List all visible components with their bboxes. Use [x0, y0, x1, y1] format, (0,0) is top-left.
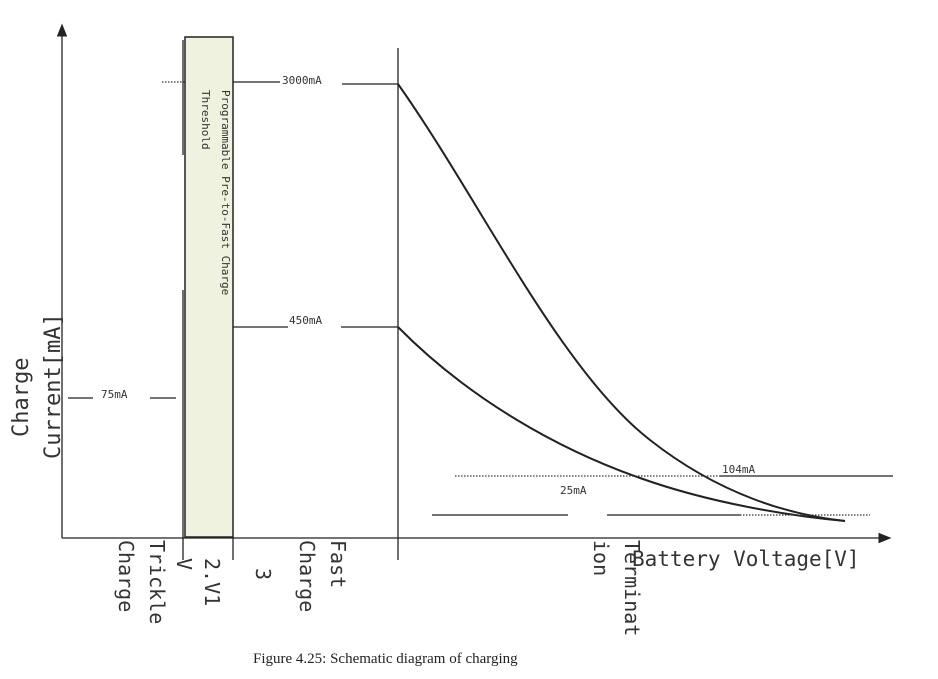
trickle-line1: Trickle — [145, 540, 169, 624]
band-label-group: Programmable Pre-to-Fast Charge Threshol… — [199, 90, 232, 295]
fast-label-group: Charge Fast — [295, 540, 350, 612]
x-axis-label: Battery Voltage[V] — [632, 547, 860, 571]
voltage-2v1-group: 2.V1 — [200, 558, 224, 606]
threshold-band — [184, 36, 234, 538]
three-marker: 3 — [251, 568, 275, 580]
v-marker: V — [172, 558, 196, 570]
label-3000ma: 3000mA — [282, 74, 322, 87]
voltage-2v1: 2.V1 — [200, 558, 224, 606]
y-axis-label-line2: Current[mA] — [41, 313, 66, 459]
trickle-line2: Charge — [114, 540, 138, 612]
termination-line2: ion — [589, 540, 613, 576]
label-75ma: 75mA — [101, 388, 128, 401]
curve-450ma — [397, 326, 846, 522]
y-axis-label-line1: Charge — [9, 358, 34, 437]
curve-3000ma — [397, 83, 846, 522]
label-104ma: 104mA — [722, 463, 755, 476]
figure-caption: Figure 4.25: Schematic diagram of chargi… — [253, 651, 518, 667]
termination-line1: Terminat — [620, 540, 644, 636]
label-25ma: 25mA — [560, 484, 587, 497]
fast-line1: Fast — [326, 540, 350, 588]
band-label-line2: Threshold — [199, 90, 212, 150]
y-axis-label-group: Charge Current[mA] — [9, 313, 66, 459]
band-label-line1: Programmable Pre-to-Fast Charge — [219, 90, 232, 295]
termination-label-group: ion Terminat — [589, 540, 644, 636]
fast-line2: Charge — [295, 540, 319, 612]
three-marker-group: 3 — [251, 568, 275, 580]
label-450ma: 450mA — [289, 314, 322, 327]
trickle-label-group: Charge Trickle — [114, 540, 169, 624]
v-marker-group: V — [172, 558, 196, 570]
